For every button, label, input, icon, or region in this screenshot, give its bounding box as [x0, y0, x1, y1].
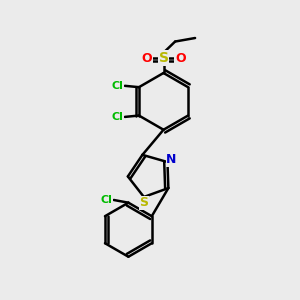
Text: Cl: Cl — [101, 195, 113, 205]
Text: O: O — [141, 52, 152, 64]
Text: O: O — [175, 52, 186, 64]
Text: Cl: Cl — [112, 81, 124, 91]
Text: S: S — [140, 196, 148, 209]
Text: Cl: Cl — [112, 112, 124, 122]
Text: S: S — [158, 51, 169, 65]
Text: N: N — [166, 153, 177, 167]
